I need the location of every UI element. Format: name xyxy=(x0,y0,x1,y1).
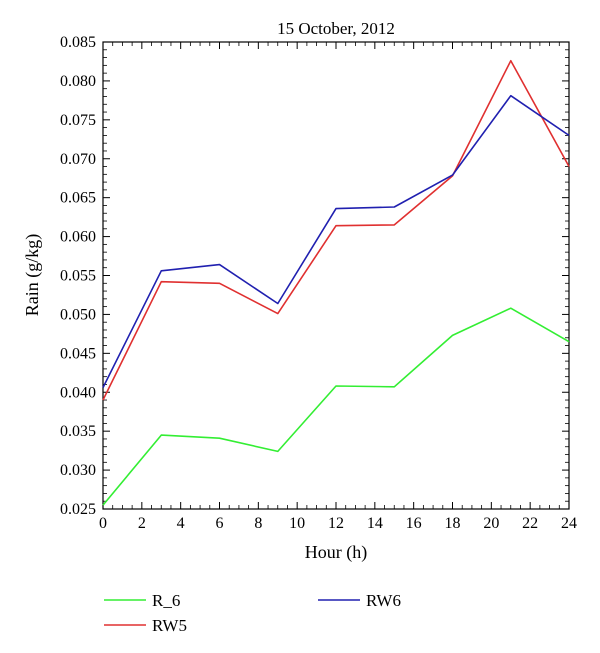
y-tick-label: 0.070 xyxy=(60,151,96,168)
legend-label-rw5: RW5 xyxy=(152,616,187,635)
y-tick-label: 0.055 xyxy=(60,268,96,285)
x-tick-label: 8 xyxy=(254,515,262,532)
y-tick-label: 0.050 xyxy=(60,306,96,323)
x-tick-label: 12 xyxy=(328,515,344,532)
x-tick-label: 16 xyxy=(406,515,422,532)
x-tick-label: 2 xyxy=(138,515,146,532)
y-tick-label: 0.065 xyxy=(60,190,96,207)
y-tick-label: 0.035 xyxy=(60,423,96,440)
y-tick-label: 0.025 xyxy=(60,501,96,518)
legend: R_6 RW5 RW6 xyxy=(104,591,401,635)
axis-ticks: 0 2 4 6 8 10 12 14 16 18 20 22 240.0250.0300.0350.04… xyxy=(60,34,577,532)
x-tick-label: 20 xyxy=(483,515,499,532)
y-axis-label: Rain (g/kg) xyxy=(22,234,43,317)
x-tick-label: 22 xyxy=(522,515,538,532)
series-line-rw6 xyxy=(102,94,570,388)
x-tick-label: 4 xyxy=(177,515,185,532)
y-tick-label: 0.040 xyxy=(60,384,96,401)
y-tick-label: 0.030 xyxy=(60,462,96,479)
series-line-r-6 xyxy=(102,307,570,506)
y-tick-label: 0.085 xyxy=(60,34,96,51)
y-tick-label: 0.080 xyxy=(60,73,96,90)
y-tick-label: 0.075 xyxy=(60,112,96,129)
legend-label-r-6: R_6 xyxy=(152,591,180,610)
x-axis-label: Hour (h) xyxy=(305,542,367,563)
x-tick-label: 24 xyxy=(561,515,577,532)
x-tick-label: 18 xyxy=(445,515,461,532)
chart-title: 15 October, 2012 xyxy=(277,19,395,38)
y-tick-label: 0.060 xyxy=(60,229,96,246)
legend-label-rw6: RW6 xyxy=(366,591,401,610)
series-lines xyxy=(102,59,570,506)
x-tick-label: 10 xyxy=(289,515,305,532)
series-line-rw5 xyxy=(102,59,570,401)
y-tick-label: 0.045 xyxy=(60,345,96,362)
x-tick-label: 0 xyxy=(99,515,107,532)
x-tick-label: 6 xyxy=(216,515,224,532)
x-tick-label: 14 xyxy=(367,515,383,532)
